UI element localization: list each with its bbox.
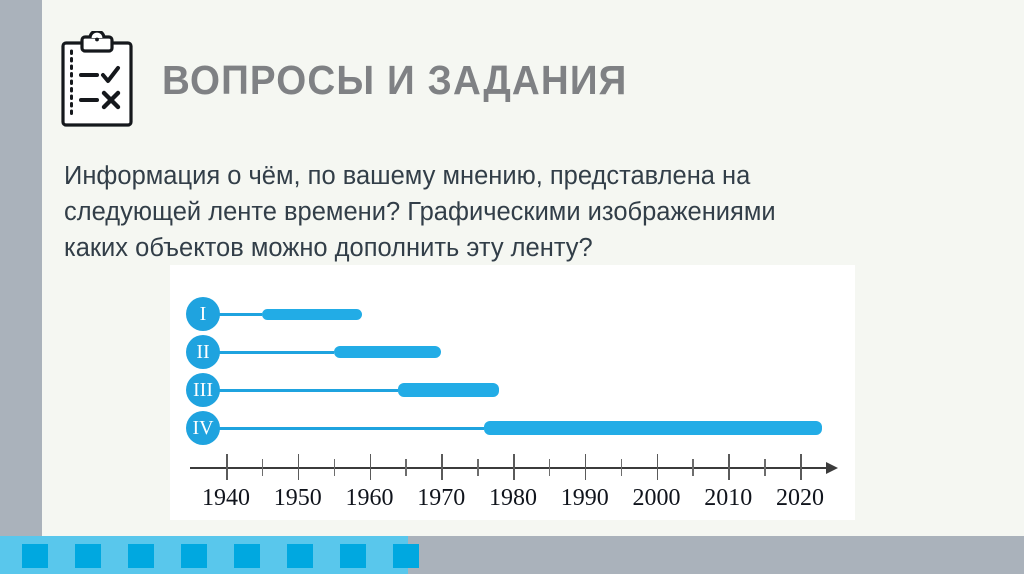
axis-year-label: 2000: [632, 485, 681, 511]
bottom-square: [128, 544, 154, 568]
axis-year-label: 1940: [202, 485, 250, 511]
axis-tick-major: [441, 454, 443, 480]
timeline-connector: [215, 350, 334, 354]
axis-tick-major: [728, 454, 730, 480]
slide-header: ВОПРОСЫ И ЗАДАНИЯ: [48, 24, 948, 136]
timeline-row: II: [170, 332, 855, 372]
axis-year-label: 1970: [417, 485, 466, 511]
bottom-square: [75, 544, 101, 568]
axis-tick-minor: [477, 459, 479, 476]
axis-tick-major: [369, 454, 372, 480]
timeline-badge-iii[interactable]: III: [186, 373, 220, 407]
axis-year-label: 2010: [704, 485, 753, 511]
bottom-square: [393, 544, 419, 568]
page-title: ВОПРОСЫ И ЗАДАНИЯ: [162, 56, 628, 103]
clipboard-checklist-icon: [56, 29, 140, 129]
question-text: Информация о чём, по вашему мнению, пред…: [64, 162, 776, 262]
timeline-connector: [215, 388, 399, 392]
timeline-bar[interactable]: [261, 308, 363, 320]
time-axis-line: [190, 467, 828, 469]
timeline-badge-label: III: [193, 379, 213, 401]
timeline-row: IV: [170, 408, 855, 448]
axis-tick-major: [513, 454, 515, 480]
axis-tick-minor: [764, 459, 766, 476]
timeline-chart: I II III IV 1940 1950 1960 1970 1980 1990 2000 2010…: [170, 265, 855, 520]
axis-tick-minor: [405, 459, 407, 476]
axis-tick-minor: [692, 459, 694, 476]
axis-year-label: 1960: [345, 485, 394, 511]
axis-tick-major: [226, 454, 228, 480]
timeline-badge-ii[interactable]: II: [186, 335, 220, 369]
left-gray-rail: [0, 0, 42, 536]
bottom-square: [22, 544, 48, 568]
timeline-badge-label: I: [199, 303, 207, 325]
timeline-row: III: [170, 370, 855, 410]
bottom-decorative-band: [0, 536, 1024, 574]
bottom-square-row: [22, 544, 419, 568]
axis-tick-minor: [261, 459, 264, 476]
bottom-square: [181, 544, 207, 568]
timeline-badge-label: II: [196, 341, 210, 363]
timeline-badge-label: IV: [192, 417, 214, 439]
timeline-bar[interactable]: [484, 420, 822, 436]
axis-tick-minor: [548, 459, 551, 476]
timeline-connector: [215, 426, 485, 430]
axis-tick-minor: [620, 459, 623, 476]
timeline-bar[interactable]: [398, 383, 499, 397]
bottom-square: [234, 544, 260, 568]
axis-year-label: 2020: [776, 485, 824, 511]
axis-year-label: 1980: [489, 485, 537, 511]
axis-tick-minor: [333, 459, 336, 476]
bottom-square: [287, 544, 313, 568]
time-axis-arrow: [826, 462, 838, 474]
timeline-chart-panel: I II III IV 1940 1950 1960 1970 1980 1990 2000 2010…: [170, 265, 855, 520]
axis-tick-major: [297, 454, 300, 480]
timeline-bar[interactable]: [333, 345, 442, 359]
timeline-connector: [215, 312, 262, 316]
axis-year-label: 1990: [560, 485, 609, 511]
bottom-square: [340, 544, 366, 568]
axis-tick-major: [584, 454, 587, 480]
axis-year-label: 1950: [273, 485, 322, 511]
timeline-badge-iv[interactable]: IV: [186, 411, 220, 445]
timeline-row: I: [170, 294, 855, 334]
axis-tick-major: [656, 454, 659, 480]
timeline-badge-i[interactable]: I: [186, 297, 220, 331]
axis-tick-major: [800, 454, 802, 480]
